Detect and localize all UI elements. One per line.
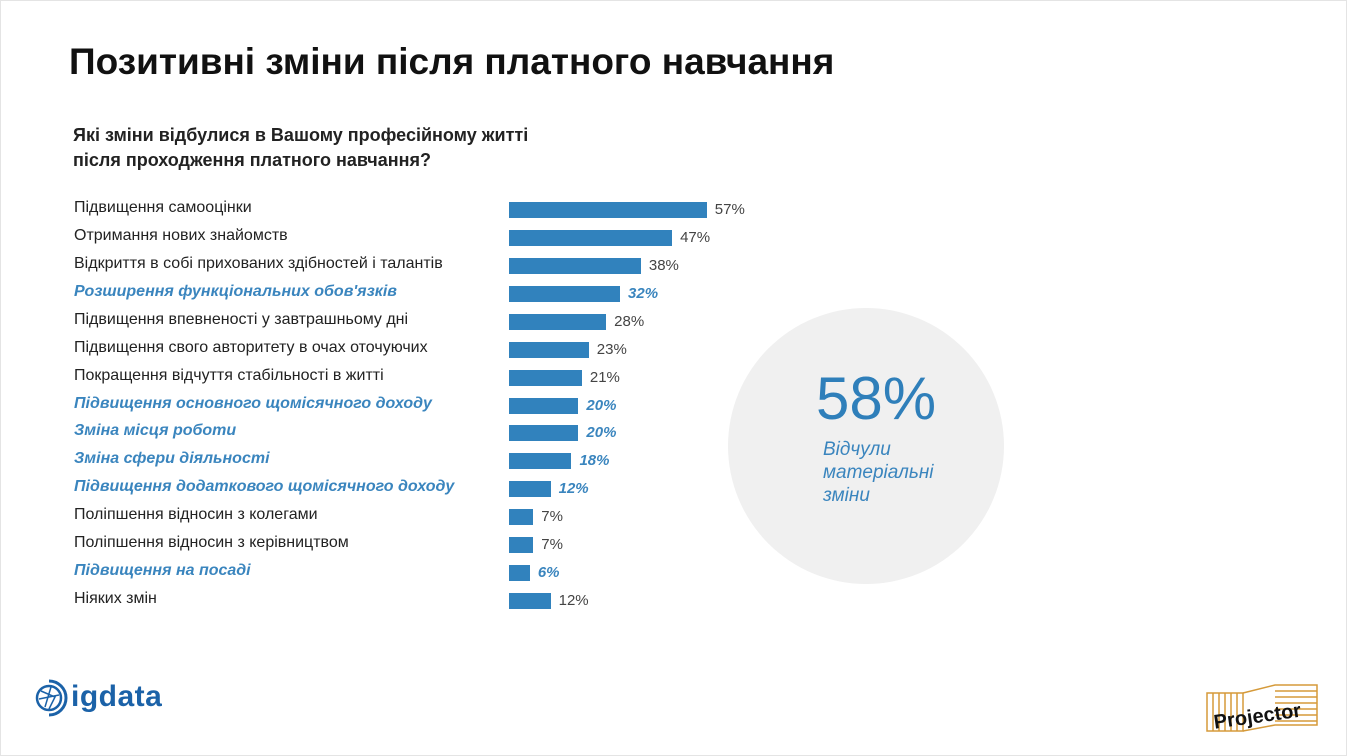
- chart-row: Відкриття в собі прихованих здібностей і…: [1, 253, 801, 281]
- chart-row: Поліпшення відносин з колегами 7%: [1, 504, 801, 532]
- chart-row: Покращення відчуття стабільності в житті…: [1, 365, 801, 393]
- category-label: Поліпшення відносин з керівництвом: [74, 534, 349, 552]
- bar: [509, 509, 534, 526]
- bar: [509, 257, 641, 274]
- category-label: Ніяких змін: [74, 590, 157, 608]
- bar: [509, 229, 673, 246]
- chart-row: Зміна сфери діяльності 18%: [1, 448, 801, 476]
- bar: [509, 425, 579, 442]
- value-label: 12%: [558, 592, 589, 610]
- digdata-logo: igdata: [35, 677, 162, 717]
- chart-row: Підвищення свого авторитету в очах оточу…: [1, 337, 801, 365]
- category-label: Підвищення самооцінки: [74, 199, 252, 216]
- value-label: 12%: [558, 480, 589, 498]
- category-label: Підвищення свого авторитету в очах оточу…: [74, 338, 428, 356]
- bar: [509, 285, 621, 302]
- question: Які зміни відбулися в Вашому професійном…: [73, 123, 528, 173]
- value-label: 20%: [586, 424, 617, 442]
- question-line: після проходження платного навчання?: [73, 150, 431, 170]
- bar: [509, 313, 607, 330]
- category-label: Підвищення основного щомісячного доходу: [74, 394, 432, 412]
- category-label: Відкриття в собі прихованих здібностей і…: [74, 254, 443, 272]
- chart-row: Підвищення самооцінки 57%: [1, 197, 801, 225]
- bar: [509, 537, 534, 554]
- chart-row: Ніяких змін 12%: [1, 588, 801, 616]
- category-label: Підвищення додаткового щомісячного доход…: [74, 478, 455, 496]
- bar: [509, 481, 551, 498]
- bar: [509, 565, 530, 582]
- chart-row: Поліпшення відносин з керівництвом 7%: [1, 532, 801, 560]
- value-label: 23%: [596, 340, 627, 358]
- callout-text: Відчули матеріальні зміни: [823, 439, 934, 506]
- value-label: 38%: [648, 256, 679, 274]
- digdata-globe-icon: [35, 679, 68, 717]
- category-label: Отримання нових знайомств: [74, 226, 288, 244]
- chart-row: Підвищення впевненості у завтрашньому дн…: [1, 309, 801, 337]
- bar: [509, 453, 572, 470]
- bar: [509, 202, 707, 218]
- value-label: 6%: [537, 564, 560, 582]
- page-title: Позитивні зміни після платного навчання: [69, 41, 835, 82]
- value-label: 28%: [614, 312, 645, 330]
- value-label: 18%: [579, 452, 610, 470]
- category-label: Підвищення впевненості у завтрашньому дн…: [74, 310, 409, 328]
- bar: [509, 369, 582, 386]
- chart-row: Отримання нових знайомств 47%: [1, 225, 801, 253]
- value-label: 57%: [714, 201, 745, 218]
- value-label: 21%: [589, 368, 620, 386]
- chart-row: Зміна місця роботи 20%: [1, 420, 801, 448]
- category-label: Покращення відчуття стабільності в житті: [74, 366, 384, 384]
- projector-logo: Projector: [1205, 683, 1320, 738]
- category-label: Поліпшення відносин з колегами: [74, 506, 318, 524]
- value-label: 20%: [586, 396, 617, 414]
- value-label: 7%: [541, 508, 563, 526]
- bar: [509, 341, 589, 358]
- value-label: 47%: [680, 228, 711, 246]
- value-label: 32%: [628, 284, 659, 302]
- callout-value: 58%: [816, 365, 937, 432]
- callout-circle: 58% Відчули матеріальні зміни: [728, 308, 1004, 584]
- chart-row: Підвищення основного щомісячного доходу …: [1, 393, 801, 421]
- bar: [509, 593, 551, 610]
- question-line: Які зміни відбулися в Вашому професійном…: [73, 125, 529, 145]
- category-label: Підвищення на посаді: [74, 562, 251, 580]
- chart-row: Підвищення на посаді 6%: [1, 560, 801, 588]
- category-label: Розширення функціональних обов'язків: [74, 282, 397, 300]
- category-label: Зміна місця роботи: [74, 422, 237, 440]
- chart-row: Підвищення додаткового щомісячного доход…: [1, 476, 801, 504]
- bar: [509, 397, 579, 414]
- category-label: Зміна сфери діяльності: [74, 450, 270, 468]
- value-label: 7%: [541, 536, 563, 554]
- chart-row: Розширення функціональних обов'язків 32%: [1, 281, 801, 309]
